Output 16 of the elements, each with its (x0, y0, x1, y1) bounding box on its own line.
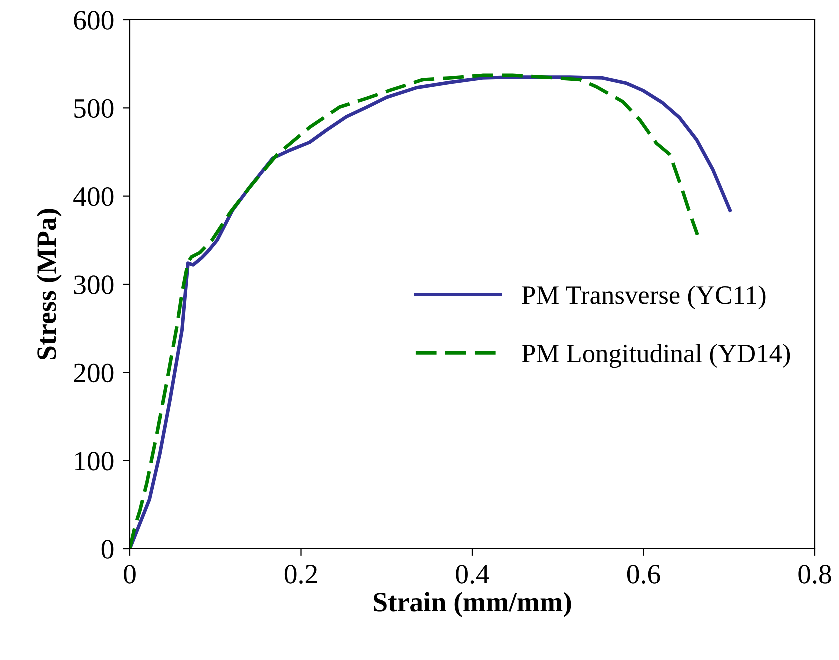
legend-label: PM Longitudinal (YD14) (522, 344, 790, 368)
y-tick-label: 500 (74, 99, 114, 118)
y-tick-label: 400 (74, 188, 114, 206)
x-tick-label: 0.4 (456, 565, 490, 584)
legend-label: PM Transverse (YC11) (522, 286, 766, 310)
y-tick-label: 300 (74, 276, 114, 294)
y-axis-title: Stress (MPa) (36, 209, 62, 360)
x-tick-label: 0.2 (284, 565, 318, 584)
y-tick-label: 200 (74, 364, 114, 383)
x-axis-title: Strain (mm/mm) (374, 592, 572, 618)
y-tick-label: 0 (102, 540, 114, 559)
x-tick-label: 0.8 (798, 565, 832, 584)
x-tick-label: 0.6 (627, 565, 660, 584)
y-tick-label: 600 (74, 11, 114, 30)
x-tick-label: 0 (124, 565, 136, 584)
y-tick-label: 100 (76, 452, 114, 471)
